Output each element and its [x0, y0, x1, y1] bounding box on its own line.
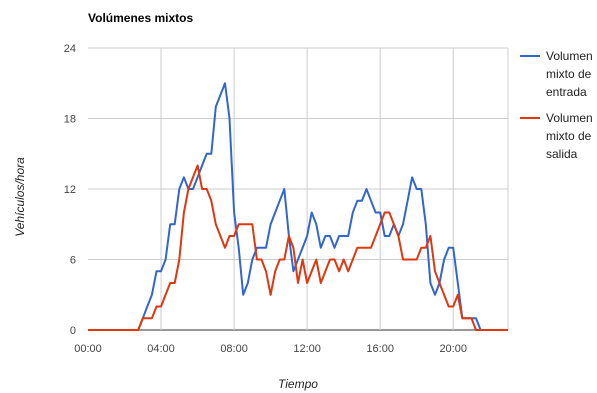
y-tick-label: 24 — [64, 43, 76, 55]
legend-label: Volumen mixto de entrada — [546, 49, 593, 99]
y-tick-label: 0 — [70, 325, 76, 337]
y-tick-label: 12 — [64, 184, 76, 196]
series-layer — [88, 82, 508, 331]
x-axis-label: Tiempo — [278, 377, 318, 391]
series-line — [88, 82, 508, 331]
x-tick-label: 16:00 — [366, 343, 394, 355]
legend: Volumen mixto de entrada Volumen mixto de sal… — [520, 49, 593, 161]
y-tick-label: 6 — [70, 255, 76, 267]
series-line — [88, 164, 508, 331]
y-tick-label: 18 — [64, 114, 76, 126]
x-tick-label: 12:00 — [293, 343, 321, 355]
y-axis-label: Vehículos/hora — [13, 157, 27, 237]
x-tick-label: 00:00 — [74, 343, 102, 355]
tick-labels: 0 6 12 18 24 00:00 04:00 08:00 12:00 16:00 20:00 — [64, 43, 467, 355]
chart-title: Volúmenes mixtos — [88, 11, 193, 25]
gridlines — [88, 47, 509, 331]
x-tick-label: 04:00 — [147, 343, 175, 355]
legend-label: Volumen mixto de salida — [546, 111, 593, 161]
x-tick-label: 08:00 — [220, 343, 248, 355]
x-tick-label: 20:00 — [439, 343, 467, 355]
